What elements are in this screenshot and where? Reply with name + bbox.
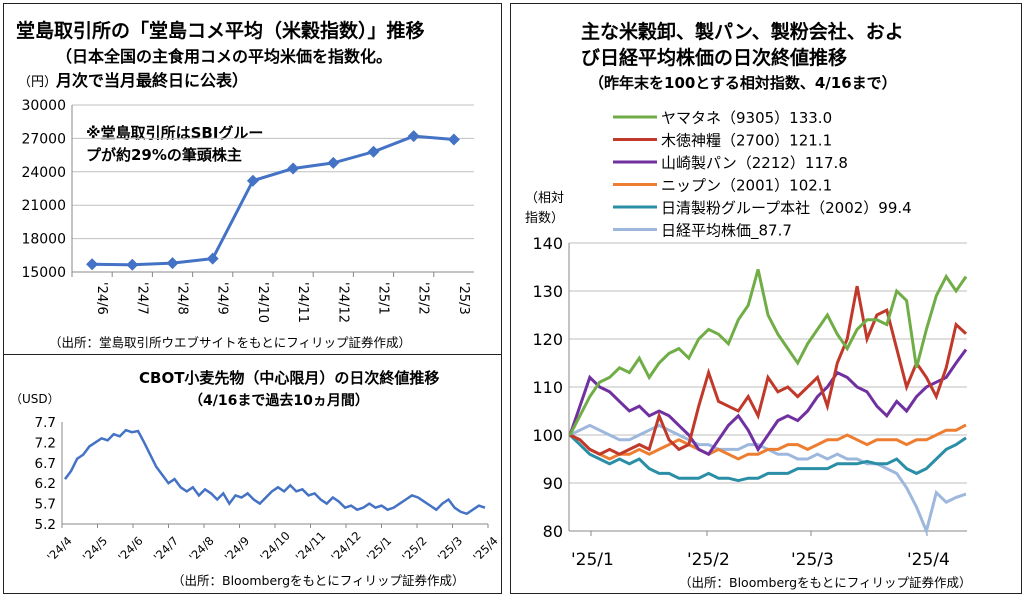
rice-ytick-label: 24000 [21, 165, 66, 181]
stocks-xtick-label: '25/3 [791, 550, 834, 570]
stocks-series-line [569, 285, 968, 456]
wheat-chart: CBOT小麦先物（中心限月）の日次終値推移 （4/16まで過去10ヵ月間） （U… [10, 369, 500, 588]
stocks-ytick-label: 140 [532, 234, 563, 253]
rice-data-point [246, 174, 259, 187]
stocks-series-line [568, 348, 968, 457]
rice-ytick-label: 18000 [21, 232, 66, 248]
rice-ytick-label: 30000 [21, 98, 66, 114]
wheat-xtick-label: '24/10 [257, 529, 293, 565]
rice-chart-ylabel: （円） [18, 75, 57, 90]
rice-xtick-label: '24/11 [295, 282, 310, 323]
stocks-series-line [569, 423, 967, 536]
rice-xtick-label: '24/8 [175, 282, 190, 315]
stocks-xtick-label: '25/4 [907, 550, 950, 570]
wheat-xtick-label: '24/9 [222, 534, 252, 564]
stocks-chart-title-1: 主な米穀卸、製パン、製粉会社、およ [581, 20, 904, 43]
stocks-chart-ylabel-1: （相対 [525, 191, 564, 206]
rice-xtick-label: '24/6 [94, 282, 109, 315]
rice-ytick-label: 15000 [21, 265, 66, 281]
wheat-chart-ylabel: （USD） [10, 392, 60, 406]
rice-xtick-label: '24/7 [134, 282, 149, 315]
wheat-xtick-label: '24/8 [186, 534, 216, 564]
rice-ytick-label: 21000 [21, 198, 66, 214]
stocks-xtick-label: '25/2 [687, 550, 730, 570]
stocks-series-line [568, 269, 968, 436]
wheat-xtick-label: '24/5 [80, 534, 110, 564]
wheat-ytick-label: 7.2 [35, 435, 56, 451]
stocks-legend-label: 日経平均株価_87.7 [661, 222, 792, 241]
stocks-ytick-label: 100 [532, 426, 563, 445]
stocks-chart-subtitle: （昨年末を100とする相対指数、4/16まで） [589, 74, 897, 92]
rice-data-point [447, 133, 460, 146]
wheat-series-line [63, 428, 486, 516]
wheat-xtick-label: '24/4 [44, 534, 74, 564]
rice-chart-annotation-1: ※堂島取引所はSBIグルー [86, 124, 263, 142]
rice-chart-panel: 堂島取引所の「堂島コメ平均（米穀指数）」推移 （日本全国の主食用コメの平均米価を… [3, 3, 502, 355]
rice-xtick-label: '25/3 [456, 282, 471, 315]
rice-chart-source: （出所：堂島取引所ウエブサイトをもとにフィリップ証券作成） [49, 335, 411, 350]
wheat-xtick-label: '24/7 [151, 534, 181, 564]
wheat-xtick-label: '24/11 [293, 529, 329, 565]
stocks-chart-panel: 主な米穀卸、製パン、製粉会社、およ び日経平均株価の日次終値推移 （昨年末を10… [510, 3, 1022, 594]
stocks-chart: 主な米穀卸、製パン、製粉会社、およ び日経平均株価の日次終値推移 （昨年末を10… [525, 20, 972, 590]
rice-data-point [86, 258, 99, 271]
rice-chart-subtitle-1: （日本全国の主食用コメの平均米価を指数化。 [56, 47, 392, 66]
rice-xtick-label: '25/1 [376, 282, 391, 315]
stocks-chart-ylabel-2: 指数） [525, 211, 564, 226]
rice-xtick-label: '25/2 [416, 282, 431, 315]
wheat-xtick-label: '25/3 [435, 534, 465, 564]
rice-chart-title: 堂島取引所の「堂島コメ平均（米穀指数）」推移 [16, 19, 425, 42]
rice-data-point [126, 258, 139, 271]
rice-data-point [206, 252, 219, 265]
wheat-xtick-label: '25/2 [399, 534, 429, 564]
stocks-series-line [568, 433, 967, 483]
rice-data-point [287, 162, 300, 175]
rice-xtick-label: '24/9 [215, 282, 230, 315]
wheat-xtick-label: '25/1 [364, 534, 394, 564]
stocks-legend-label: ニップン（2001）102.1 [661, 177, 832, 195]
wheat-chart-panel: CBOT小麦先物（中心限月）の日次終値推移 （4/16まで過去10ヵ月間） （U… [3, 354, 502, 594]
wheat-ytick-label: 6.7 [35, 456, 56, 472]
wheat-ytick-label: 5.7 [35, 497, 56, 513]
rice-ytick-label: 27000 [21, 131, 66, 147]
stocks-series-line [569, 423, 967, 461]
stocks-legend-label: 日清製粉グループ本社（2002）99.4 [661, 199, 912, 217]
wheat-ytick-label: 5.2 [35, 517, 56, 533]
wheat-ytick-label: 7.7 [35, 415, 56, 431]
wheat-xtick-label: '24/6 [115, 534, 145, 564]
stocks-chart-title-2: び日経平均株価の日次終値推移 [581, 46, 847, 69]
wheat-chart-source: （出所：Bloombergをもとにフィリップ証券作成） [172, 573, 465, 588]
wheat-chart-title: CBOT小麦先物（中心限月）の日次終値推移 [139, 369, 439, 387]
stocks-legend-label: 木徳神糧（2700）121.1 [661, 132, 832, 150]
rice-series-line [92, 134, 455, 267]
rice-data-point [407, 130, 420, 143]
stocks-legend-label: ヤマタネ（9305）133.0 [661, 109, 832, 127]
rice-xtick-label: '24/10 [255, 282, 270, 323]
rice-data-point [367, 145, 380, 158]
stocks-ytick-label: 90 [543, 474, 563, 493]
rice-data-point [166, 257, 179, 270]
stocks-ytick-label: 120 [532, 330, 563, 349]
rice-xtick-label: '24/12 [335, 282, 350, 323]
wheat-chart-subtitle: （4/16まで過去10ヵ月間） [189, 392, 369, 409]
wheat-ytick-label: 6.2 [35, 476, 56, 492]
rice-data-point [327, 156, 340, 169]
stocks-chart-source: （出所：Bloombergをもとにフィリップ証券作成） [679, 575, 972, 590]
stocks-xtick-label: '25/1 [571, 550, 614, 570]
wheat-xtick-label: '25/4 [470, 534, 500, 564]
rice-chart-subtitle-2: 月次で当月最終日に公表） [55, 71, 248, 90]
stocks-ytick-label: 110 [532, 378, 563, 397]
wheat-xtick-label: '24/12 [328, 529, 364, 565]
stocks-ytick-label: 130 [532, 282, 563, 301]
stocks-legend-label: 山崎製パン（2212）117.8 [661, 154, 848, 172]
rice-chart: 堂島取引所の「堂島コメ平均（米穀指数）」推移 （日本全国の主食用コメの平均米価を… [16, 19, 474, 350]
rice-chart-annotation-2: プが約29%の筆頭株主 [86, 146, 242, 164]
stocks-ytick-label: 80 [543, 522, 563, 541]
